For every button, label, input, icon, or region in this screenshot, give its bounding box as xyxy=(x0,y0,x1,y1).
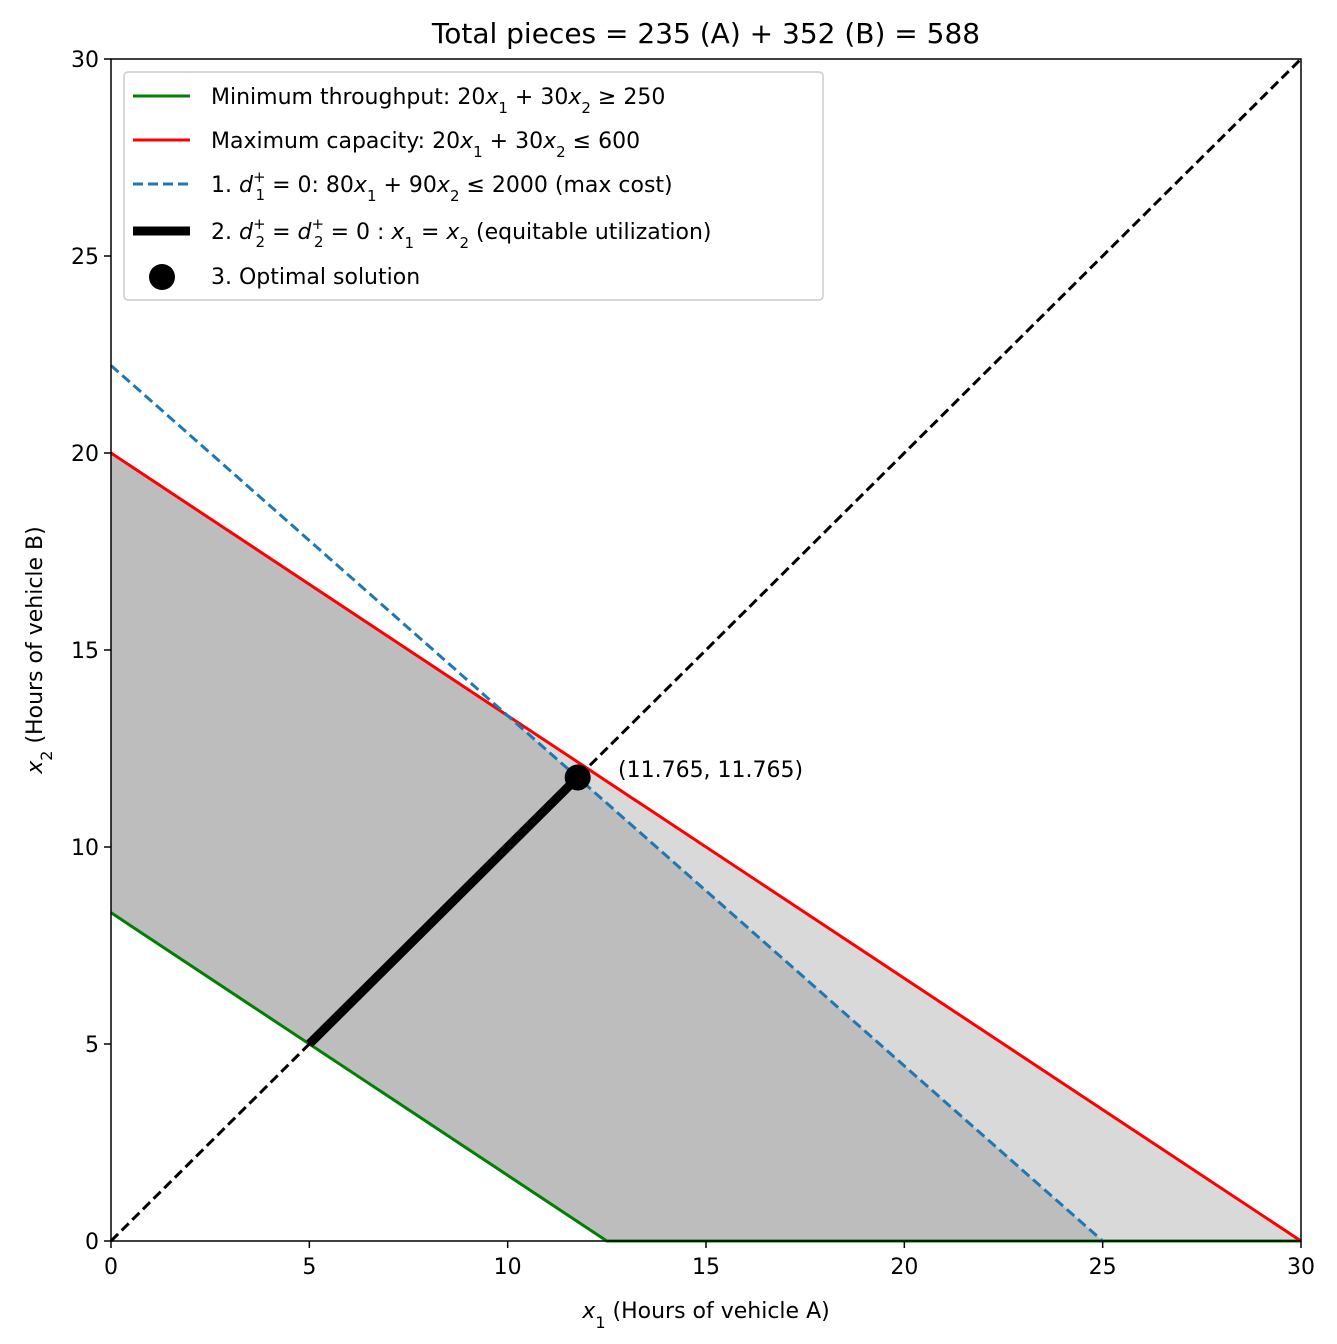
legend-text-part: = xyxy=(414,220,446,245)
legend-subscript: 2 xyxy=(581,99,591,117)
x-axis-suffix: (Hours of vehicle A) xyxy=(606,1299,830,1324)
legend-superscript: + xyxy=(311,215,324,233)
legend-subscript: 1 xyxy=(367,187,377,205)
x-axis-subscript: 1 xyxy=(595,1313,605,1332)
legend-entry-equitable: 2. d+ 2 = d+ 2 = 0 : x1 = x2 (equitable ut… xyxy=(211,215,712,252)
legend-text-part: + 30 xyxy=(508,85,568,110)
legend-text-part: ≥ 250 xyxy=(591,85,665,110)
legend-subscript: 1 xyxy=(256,186,266,204)
legend-entry-max-capacity: Maximum capacity: 20x1 + 30x2 ≤ 600 xyxy=(211,129,640,161)
y-axis-label: x2 (Hours of vehicle B) xyxy=(23,526,56,774)
legend-text-part: = 0: 80 xyxy=(265,173,354,198)
legend-entry-max-cost: 1. d+ 1 = 0: 80x1 + 90x2 ≤ 2000 (max cost… xyxy=(211,168,673,205)
legend-subscript: 1 xyxy=(404,234,414,252)
legend-var-x: x xyxy=(445,220,460,245)
optimal-points xyxy=(564,764,591,791)
series-line-1 xyxy=(110,451,1302,1243)
legend-var-x: x xyxy=(353,173,368,198)
y-tick-label: 30 xyxy=(71,48,99,73)
legend-var-x: x xyxy=(436,173,451,198)
x-tick-label: 10 xyxy=(494,1255,522,1280)
legend-entry-optimal: 3. Optimal solution xyxy=(211,265,420,290)
legend-text-part: = 0 : xyxy=(324,220,392,245)
legend-superscript: + xyxy=(253,215,266,233)
legend-var-d: d xyxy=(239,173,254,198)
legend-var-x: x xyxy=(567,85,582,110)
legend-swatch-optimal xyxy=(149,264,175,290)
legend-var-x: x xyxy=(390,220,405,245)
legend-text-part: + 30 xyxy=(483,129,543,154)
legend-text-part: + 90 xyxy=(376,173,436,198)
legend-box xyxy=(123,71,824,301)
legend-subscript: 1 xyxy=(498,99,508,117)
series-line-4 xyxy=(306,774,581,1048)
legend-var-x: x xyxy=(484,85,499,110)
x-tick-label: 5 xyxy=(302,1255,316,1280)
y-axis-suffix: (Hours of vehicle B) xyxy=(23,526,48,750)
legend-text-part: ≤ 600 xyxy=(566,129,640,154)
series-line-2 xyxy=(110,364,1104,1243)
legend-text-part: = xyxy=(265,220,297,245)
chart-title: Total pieces = 235 (A) + 352 (B) = 588 xyxy=(431,17,980,50)
legend-subscript: 2 xyxy=(459,234,469,252)
y-axis-ticks: 0 5 10 15 20 25 30 xyxy=(71,48,111,1255)
feasible-regions xyxy=(111,365,1301,1241)
y-tick-label: 15 xyxy=(71,639,99,664)
x-axis-symbol: x xyxy=(581,1299,596,1324)
y-tick-label: 20 xyxy=(71,442,99,467)
legend-subscript: 2 xyxy=(556,143,566,161)
legend-subscript: 2 xyxy=(256,233,266,251)
legend-entry-min-throughput: Minimum throughput: 20x1 + 30x2 ≥ 250 xyxy=(211,85,665,117)
legend-subscript: 1 xyxy=(473,143,483,161)
x-axis-ticks: 0 5 10 15 20 25 30 xyxy=(104,1241,1315,1280)
legend-text-part: Maximum capacity: 20 xyxy=(211,129,460,154)
y-tick-label: 10 xyxy=(71,836,99,861)
x-tick-label: 0 xyxy=(104,1255,118,1280)
legend-subscript: 2 xyxy=(314,233,324,251)
x-tick-label: 15 xyxy=(692,1255,720,1280)
legend-var-x: x xyxy=(459,129,474,154)
legend-text-part: 1. xyxy=(211,173,239,198)
y-axis-subscript: 2 xyxy=(37,751,56,761)
legend-subscript: 2 xyxy=(450,187,460,205)
x-tick-label: 20 xyxy=(890,1255,918,1280)
legend-text-part: ≤ 2000 (max cost) xyxy=(459,173,672,198)
optimal-point-0 xyxy=(564,764,591,791)
x-tick-label: 30 xyxy=(1287,1255,1315,1280)
optimal-point-label: (11.765, 11.765) xyxy=(618,758,803,783)
x-tick-label: 25 xyxy=(1089,1255,1117,1280)
legend-text-part: (equitable utilization) xyxy=(469,220,712,245)
legend-var-d: d xyxy=(239,220,254,245)
legend-var-d: d xyxy=(298,220,313,245)
legend-text-part: Minimum throughput: 20 xyxy=(211,85,485,110)
legend-var-x: x xyxy=(542,129,557,154)
legend: Minimum throughput: 20x1 + 30x2 ≥ 250 Ma… xyxy=(123,71,824,301)
y-tick-label: 25 xyxy=(71,245,99,270)
dark-region xyxy=(111,453,1103,1241)
x-axis-label: x1 (Hours of vehicle A) xyxy=(581,1299,829,1332)
y-axis-symbol: x xyxy=(23,760,48,775)
y-tick-label: 5 xyxy=(85,1033,99,1058)
y-tick-label: 0 xyxy=(85,1230,99,1255)
legend-superscript: + xyxy=(253,168,266,186)
legend-text-part: 2. xyxy=(211,220,239,245)
